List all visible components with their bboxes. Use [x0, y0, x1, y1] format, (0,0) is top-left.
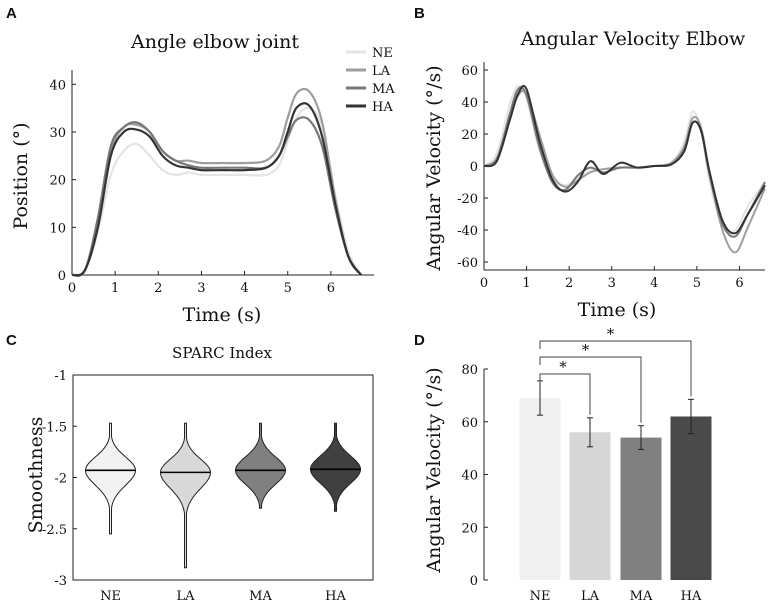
chart-b-ylabel: Angular Velocity (°/s) [423, 65, 445, 271]
chart-a-ylabel: Position (°) [10, 122, 32, 229]
bar-ne [519, 398, 561, 580]
series-line-ma [483, 86, 766, 238]
series-line-ne [483, 84, 766, 234]
y-tick-label: 20 [461, 521, 478, 536]
x-tick-label: HA [325, 589, 346, 604]
x-tick-label: 5 [693, 276, 701, 291]
chart-b-xlabel: Time (s) [578, 299, 657, 321]
violin-ma [234, 422, 287, 509]
chart-c-ylabel: Smoothness [25, 417, 47, 534]
significance-bracket [539, 340, 692, 397]
y-tick-label: 0 [470, 160, 478, 175]
panel-letter-d: D [414, 332, 425, 349]
x-tick-label: 2 [565, 276, 573, 291]
x-tick-label: 6 [735, 276, 743, 291]
x-tick-label: 4 [240, 281, 248, 296]
chart-c-title: SPARC Index [172, 344, 272, 362]
y-tick-label: -40 [457, 224, 478, 239]
x-tick-label: 1 [111, 281, 119, 296]
significance-star: * [559, 358, 567, 376]
legend-label-la: LA [372, 64, 391, 79]
y-tick-label: 20 [49, 174, 66, 189]
significance-star: * [582, 341, 590, 359]
series-line-la [71, 87, 363, 277]
panel-letter-b: B [414, 5, 425, 22]
chart-d-ylabel: Angular Velocity (°/s) [423, 367, 445, 573]
significance-star: * [607, 325, 615, 343]
x-tick-label: NE [100, 589, 121, 604]
y-tick-label: 40 [461, 469, 478, 484]
panel-letter-a: A [6, 5, 17, 22]
y-tick-label: 10 [49, 221, 66, 236]
chart-b: 0 1 2 3 4 5 6 -60 -40 -20 0 20 40 60 [457, 62, 766, 291]
y-tick-label: 20 [461, 128, 478, 143]
y-tick-label: 40 [49, 78, 66, 93]
significance-bracket [539, 373, 591, 415]
series-line-ma [71, 116, 363, 277]
legend-label-ha: HA [372, 100, 393, 115]
x-tick-label: 3 [197, 281, 205, 296]
y-tick-label: 30 [49, 126, 66, 141]
significance-bracket [539, 356, 642, 423]
chart-b-title: Angular Velocity Elbow [520, 28, 746, 50]
x-tick-label: 0 [68, 281, 76, 296]
y-tick-label: -2.5 [42, 523, 67, 538]
y-tick-label: -2 [54, 472, 67, 487]
chart-a: 0 1 2 3 4 5 6 0 10 20 30 40 NE LA MA HA [49, 46, 395, 296]
y-tick-label: 60 [461, 416, 478, 431]
y-tick-label: -3 [54, 574, 67, 589]
x-tick-label: 3 [608, 276, 616, 291]
bar-la [569, 432, 611, 580]
chart-a-title: Angle elbow joint [130, 31, 299, 53]
y-tick-label: -1.5 [42, 420, 67, 435]
y-tick-label: -60 [457, 256, 478, 271]
violin-ne [84, 422, 137, 535]
chart-a-xlabel: Time (s) [183, 304, 262, 326]
violin-ha [309, 422, 362, 512]
y-tick-label: 60 [461, 64, 478, 79]
x-tick-label: NE [530, 589, 551, 604]
y-tick-label: 40 [461, 96, 478, 111]
x-tick-label: 5 [284, 281, 292, 296]
legend-label-ne: NE [372, 46, 393, 61]
x-tick-label: MA [630, 589, 653, 604]
x-tick-label: LA [176, 589, 195, 604]
x-tick-label: LA [581, 589, 600, 604]
y-tick-label: -20 [457, 192, 478, 207]
series-line-la [483, 89, 766, 254]
x-tick-label: 1 [522, 276, 530, 291]
legend-label-ma: MA [372, 82, 395, 97]
series-line-ha [483, 84, 766, 235]
series-line-ne [71, 106, 363, 277]
bar-ma [620, 437, 662, 580]
x-tick-label: HA [681, 589, 702, 604]
y-tick-label: 0 [58, 269, 66, 284]
x-tick-label: 0 [480, 276, 488, 291]
bar-ha [670, 416, 712, 580]
violin-la [160, 422, 211, 569]
y-tick-label: 80 [461, 363, 478, 378]
y-tick-label: -1 [54, 369, 67, 384]
x-tick-label: 4 [650, 276, 658, 291]
x-tick-label: 6 [327, 281, 335, 296]
series-line-ha [71, 102, 363, 277]
chart-c: -1 -1.5 -2 -2.5 -3 NE LA MA HA [42, 369, 374, 604]
x-tick-label: MA [249, 589, 272, 604]
y-tick-label: 0 [470, 574, 478, 589]
panel-letter-c: C [6, 332, 17, 349]
chart-d: 0 20 40 60 80 NE LA MA HA * * * [461, 325, 712, 604]
x-tick-label: 2 [154, 281, 162, 296]
